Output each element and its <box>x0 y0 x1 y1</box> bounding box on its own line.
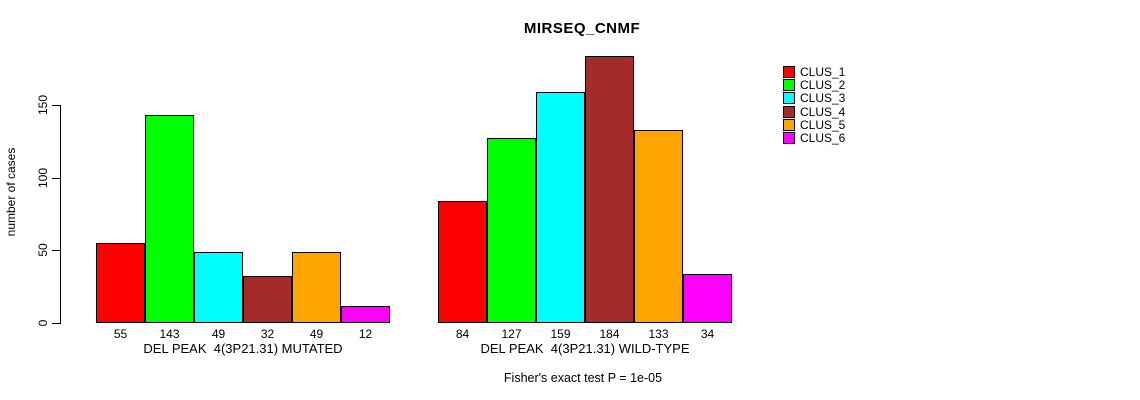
bar-value-label: 55 <box>113 327 128 341</box>
bar-clus_4 <box>585 56 634 323</box>
bar-clus_1 <box>96 243 145 323</box>
bar-value-label: 127 <box>501 327 522 341</box>
bar-value-label: 184 <box>599 327 620 341</box>
bar-clus_5 <box>634 130 683 323</box>
legend-label: CLUS_6 <box>800 131 846 145</box>
bar-clus_6 <box>683 274 732 323</box>
bar-value-label: 84 <box>455 327 470 341</box>
group-label-wild-type: DEL PEAK 4(3P21.31) WILD-TYPE <box>480 341 690 356</box>
legend-color-swatch <box>783 132 795 144</box>
bar-clus_6 <box>341 306 390 323</box>
legend-label: CLUS_1 <box>800 65 846 79</box>
chart-title: MIRSEQ_CNMF <box>523 20 641 37</box>
legend-color-swatch <box>783 92 795 104</box>
bar-value-label: 34 <box>700 327 715 341</box>
legend-color-swatch <box>783 66 795 78</box>
bar-clus_5 <box>292 252 341 323</box>
y-tick-mark <box>52 178 61 179</box>
y-tick-mark <box>52 105 61 106</box>
legend-color-swatch <box>783 79 795 91</box>
group-label-mutated: DEL PEAK 4(3P21.31) MUTATED <box>143 341 343 356</box>
y-tick-label: 50 <box>36 243 50 257</box>
bar-value-label: 49 <box>309 327 324 341</box>
legend-color-swatch <box>783 106 795 118</box>
bar-clus_3 <box>536 92 585 323</box>
y-tick-mark <box>52 323 61 324</box>
legend-label: CLUS_2 <box>800 78 846 92</box>
y-axis-label: number of cases <box>4 147 18 237</box>
legend-label: CLUS_5 <box>800 118 846 132</box>
bar-value-label: 143 <box>159 327 180 341</box>
bar-clus_1 <box>438 201 487 323</box>
y-axis-line <box>60 105 61 324</box>
y-tick-label: 0 <box>36 319 50 327</box>
bar-value-label: 12 <box>358 327 373 341</box>
bar-value-label: 159 <box>550 327 571 341</box>
legend-color-swatch <box>783 119 795 131</box>
bar-value-label: 32 <box>260 327 275 341</box>
bar-clus_2 <box>145 115 194 323</box>
y-tick-mark <box>52 250 61 251</box>
y-tick-label: 100 <box>36 167 50 189</box>
bar-value-label: 49 <box>211 327 226 341</box>
y-tick-label: 150 <box>36 94 50 116</box>
bar-clus_3 <box>194 252 243 323</box>
legend-label: CLUS_3 <box>800 91 846 105</box>
bar-value-label: 133 <box>648 327 669 341</box>
bar-clus_2 <box>487 138 536 323</box>
fisher-test-annotation: Fisher's exact test P = 1e-05 <box>503 371 663 385</box>
bar-clus_4 <box>243 276 292 323</box>
legend-label: CLUS_4 <box>800 105 846 119</box>
